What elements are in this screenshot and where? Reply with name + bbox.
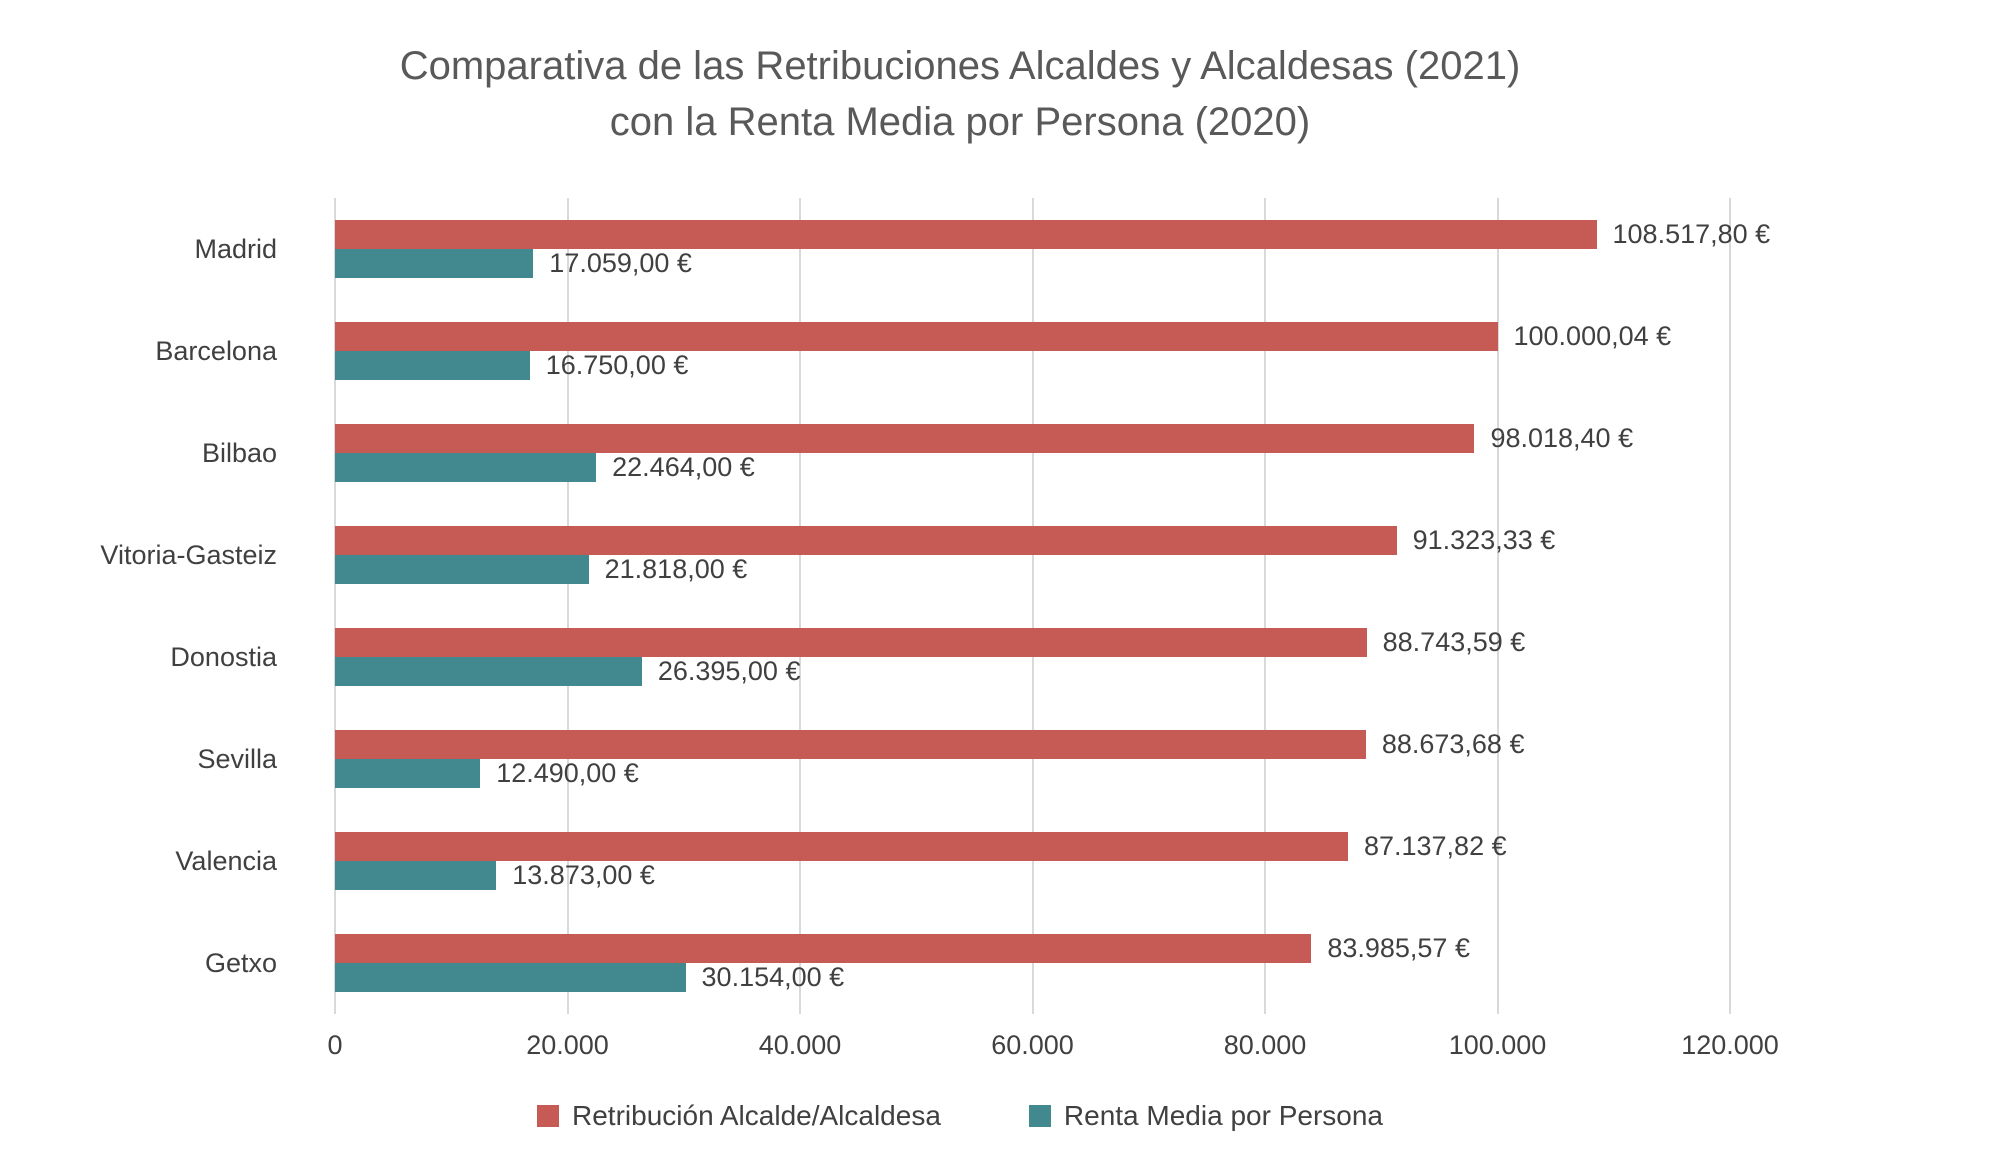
bar-line: 21.818,00 € (335, 554, 1730, 584)
legend-swatch-retribucion-icon (537, 1105, 560, 1127)
gridline (1729, 198, 1731, 1014)
gridline (566, 198, 569, 1014)
gridline (1496, 198, 1499, 1014)
bar-value-label: 87.137,82 € (1363, 831, 1507, 861)
bar-row: 87.137,82 € 13.873,00 € (335, 810, 1730, 912)
bar-value-label: 88.743,59 € (1382, 627, 1526, 657)
bar-row: 91.323,33 € 21.818,00 € (335, 504, 1730, 606)
gridline (334, 198, 336, 1014)
bar-line: 91.323,33 € (335, 525, 1730, 555)
x-tick-label: 60.000 (991, 1030, 1074, 1060)
legend-label-retribucion: Retribución Alcalde/Alcaldesa (572, 1100, 941, 1131)
bar-value-label: 108.517,80 € (1612, 219, 1771, 249)
legend-label-renta: Renta Media por Persona (1063, 1100, 1383, 1131)
bar-value-label: 22.464,00 € (612, 452, 755, 482)
x-tick-label: 40.000 (758, 1030, 842, 1060)
bar-value-label: 88.673,68 € (1381, 729, 1525, 759)
chart-title-line1: Comparativa de las Retribuciones Alcalde… (399, 44, 1521, 88)
bar-value-label: 100.000,04 € (1513, 321, 1672, 351)
bar-retribucion (335, 832, 1348, 861)
bar-line: 13.873,00 € (335, 860, 1730, 890)
bar-value-label: 13.873,00 € (512, 860, 655, 890)
bar-renta (335, 351, 530, 380)
bar-renta (335, 453, 597, 482)
bar-renta (335, 861, 497, 890)
category-label: Getxo (204, 947, 277, 978)
bar-value-label: 83.985,57 € (1327, 933, 1470, 963)
x-tick-label: 0 (327, 1030, 343, 1060)
bar-retribucion (335, 934, 1312, 963)
chart-title-line2: con la Renta Media por Persona (2020) (609, 100, 1311, 144)
bar-renta (335, 249, 534, 278)
bar-renta (335, 555, 589, 584)
plot-area: 108.517,80 € 17.059,00 € 100.000,04 € 16.75… (334, 198, 1770, 1014)
gridline (799, 198, 801, 1014)
bar-line: 88.743,59 € (335, 627, 1730, 657)
bar-line: 12.490,00 € (335, 758, 1730, 788)
bar-retribucion (335, 322, 1498, 351)
x-tick-label: 100.000 (1448, 1030, 1547, 1060)
bar-line: 108.517,80 € (335, 219, 1770, 249)
x-tick-label: 80.000 (1223, 1030, 1307, 1060)
bar-line: 17.059,00 € (335, 248, 1730, 278)
bar-line: 26.395,00 € (335, 656, 1730, 686)
bar-value-label: 30.154,00 € (701, 962, 845, 992)
bar-row: 83.985,57 € 30.154,00 € (335, 912, 1730, 1014)
bar-retribucion (335, 220, 1597, 249)
bar-retribucion (335, 424, 1475, 453)
bar-row: 100.000,04 € 16.750,00 € (335, 300, 1730, 402)
bar-renta (335, 657, 642, 686)
bar-line: 100.000,04 € (335, 321, 1730, 351)
category-label: Donostia (170, 641, 277, 672)
bar-retribucion (335, 730, 1366, 759)
x-axis-ticks: 0 20.000 40.000 60.000 80.000 100.000 120.000 (327, 1030, 1778, 1070)
legend: Retribución Alcalde/Alcaldesa Renta Medi… (0, 1100, 1920, 1132)
bar-row: 98.018,40 € 22.464,00 € (335, 402, 1730, 504)
x-tick-label: 120.000 (1681, 1030, 1779, 1060)
category-label: Vitoria-Gasteiz (100, 539, 277, 570)
bar-value-label: 16.750,00 € (545, 350, 689, 380)
legend-item-renta: Renta Media por Persona (1028, 1100, 1383, 1132)
bar-retribucion (335, 526, 1397, 555)
bar-line: 98.018,40 € (335, 423, 1730, 453)
bar-line: 83.985,57 € (335, 933, 1730, 963)
category-label: Barcelona (155, 335, 277, 366)
bar-line: 16.750,00 € (335, 350, 1730, 380)
bar-value-label: 21.818,00 € (604, 554, 748, 584)
category-label: Madrid (194, 233, 277, 264)
bar-value-label: 98.018,40 € (1490, 423, 1634, 453)
bar-renta (335, 963, 686, 992)
category-label: Bilbao (201, 437, 277, 468)
legend-item-retribucion: Retribución Alcalde/Alcaldesa (537, 1100, 941, 1132)
x-tick-label: 20.000 (526, 1030, 609, 1060)
bar-line: 22.464,00 € (335, 452, 1730, 482)
bar-row: 88.673,68 € 12.490,00 € (335, 708, 1730, 810)
bar-line: 88.673,68 € (335, 729, 1730, 759)
category-label: Sevilla (197, 743, 277, 774)
bar-renta (335, 759, 481, 788)
gridline (1031, 198, 1034, 1014)
chart-title: Comparativa de las Retribuciones Alcalde… (0, 38, 1920, 150)
gridline (1264, 198, 1266, 1014)
bar-retribucion (335, 628, 1367, 657)
bar-value-label: 91.323,33 € (1412, 525, 1556, 555)
bar-value-label: 26.395,00 € (657, 656, 801, 686)
bar-row: 108.517,80 € 17.059,00 € (335, 198, 1770, 300)
bar-line: 30.154,00 € (335, 962, 1730, 992)
bar-row: 88.743,59 € 26.395,00 € (335, 606, 1730, 708)
bar-value-label: 12.490,00 € (496, 758, 639, 788)
y-axis-labels: Madrid Barcelona Bilbao Vitoria-Gasteiz Dono… (0, 198, 305, 1014)
bar-line: 87.137,82 € (335, 831, 1730, 861)
legend-swatch-renta-icon (1028, 1105, 1051, 1127)
category-label: Valencia (175, 845, 277, 876)
bar-value-label: 17.059,00 € (549, 248, 692, 278)
